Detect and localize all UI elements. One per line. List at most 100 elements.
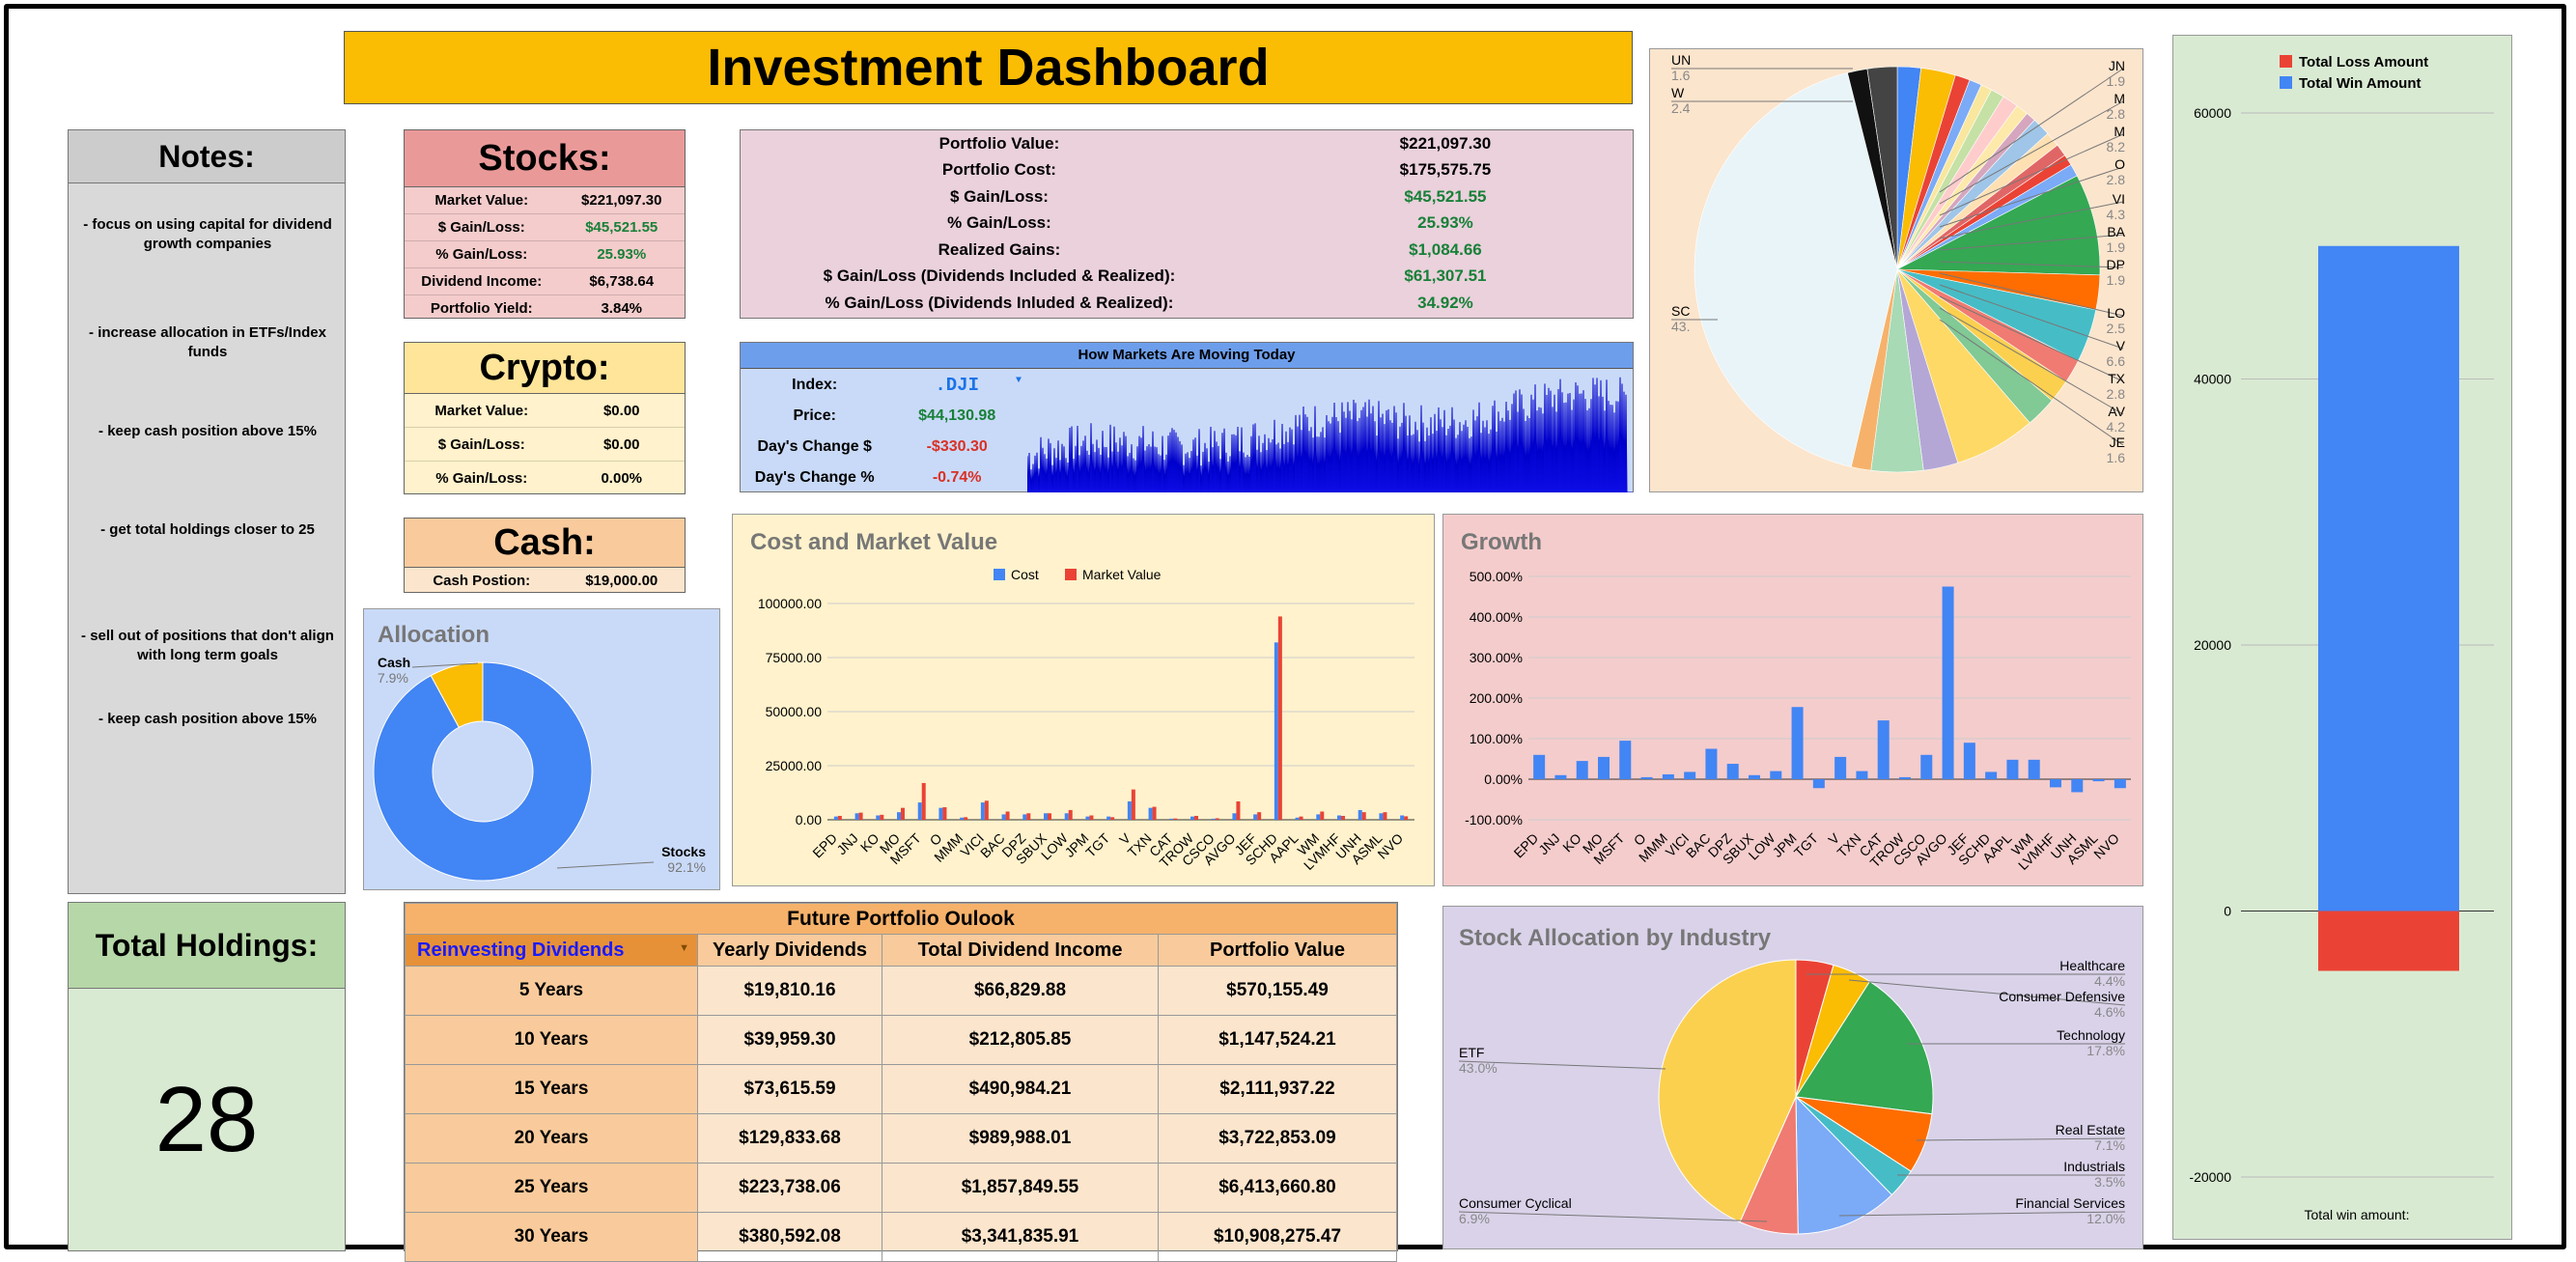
crypto-row: Market Value: $0.00 — [405, 394, 685, 428]
stocks-row: $ Gain/Loss: $45,521.55 — [405, 214, 685, 241]
bar — [1085, 816, 1090, 820]
leader-line — [556, 861, 655, 869]
y-tick-label: 100.00% — [1470, 731, 1523, 746]
bar — [1257, 812, 1262, 820]
slice-label: Real Estate — [2056, 1122, 2126, 1137]
dividend-mode-select[interactable]: Reinvesting Dividends ▼ — [405, 934, 698, 967]
bar — [1361, 812, 1366, 820]
bar — [1106, 816, 1111, 820]
slice-label: JE — [2110, 435, 2125, 450]
bar — [1619, 741, 1632, 779]
bar — [1194, 815, 1198, 820]
bar — [1770, 771, 1782, 779]
bar — [2114, 779, 2126, 789]
growth-chart: Growth 500.00% 400.00% 300.00% 200.00% 100.00… — [1461, 529, 2131, 873]
legend-swatch — [2280, 55, 2292, 68]
slice-value: 3.5% — [2094, 1174, 2125, 1190]
col-yearly-dividends: Yearly Dividends — [697, 934, 882, 967]
legend-swatch — [2280, 76, 2292, 89]
dropdown-arrow-icon: ▼ — [1015, 376, 1022, 386]
slice-label: Healthcare — [2059, 958, 2125, 973]
slice-label: SC — [1671, 303, 1690, 319]
leader-line — [1458, 1060, 1666, 1070]
slice-value: 1.9 — [2107, 73, 2126, 89]
y-tick-label: 0 — [2224, 904, 2231, 919]
slice-value: 4.6% — [2094, 1004, 2125, 1020]
bar — [1358, 809, 1362, 820]
bar — [2092, 779, 2105, 782]
slice-label: TX — [2108, 371, 2126, 386]
crypto-row: % Gain/Loss: 0.00% — [435, 469, 643, 487]
leader-line — [1916, 1137, 2126, 1141]
chart-title: Allocation — [378, 622, 490, 648]
slice-value: 43. — [1671, 319, 1690, 334]
bar — [2050, 779, 2061, 788]
slice-value: 8.2 — [2107, 139, 2126, 154]
bar — [1341, 815, 1345, 820]
leader-line — [1939, 319, 2124, 446]
bar — [1337, 815, 1341, 820]
bar — [1152, 806, 1157, 820]
table-row: 25 Years $223,738.06 $1,857,849.55 $6,413,6… — [405, 1163, 1397, 1213]
bar — [897, 812, 901, 820]
slice-value: 2.8 — [2107, 386, 2126, 402]
portfolio-summary: Portfolio Value: $221,097.30 Portfolio Co… — [740, 129, 1634, 319]
pie-slice — [1795, 1095, 1893, 1235]
portfolio-row: $ Gain/Loss (Dividends Included & Realiz… — [823, 266, 1487, 286]
bar — [901, 807, 905, 820]
slice-label: DP — [2107, 257, 2125, 272]
bar — [1834, 756, 1847, 779]
bar — [1400, 815, 1405, 820]
slice-value: 7.1% — [2094, 1137, 2125, 1153]
markets-panel: How Markets Are Moving Today Index: .DJI… — [740, 342, 1634, 492]
bar — [1533, 754, 1546, 779]
dropdown-arrow-icon: ▼ — [679, 942, 689, 954]
bar — [984, 800, 989, 820]
slice-label: ETF — [1459, 1045, 1484, 1060]
leader-line — [1939, 201, 2124, 239]
bar — [1299, 816, 1303, 820]
slice-label: Financial Services — [2015, 1195, 2125, 1211]
industry-chart: Stock Allocation by IndustryHealthcare4.… — [1458, 925, 2126, 1235]
bar — [1684, 771, 1696, 779]
bar — [858, 812, 863, 820]
legend-label: Cost — [1011, 567, 1039, 582]
leader-line — [1939, 68, 2124, 193]
slice-label: Industrials — [2063, 1159, 2125, 1174]
win-loss-panel: 60000 40000 20000 0 -20000 Total Loss Amount T… — [2172, 35, 2512, 1240]
bar — [1295, 817, 1300, 820]
slice-label: VI — [2113, 191, 2125, 207]
price-row: Price: $44,130.98 — [793, 407, 996, 424]
cost-market-panel: Cost and Market Value 0.00 25000.00 50000.0… — [732, 514, 1435, 886]
leader-line — [1939, 133, 2124, 216]
note-item: - keep cash position above 15% — [98, 711, 317, 727]
bar — [1554, 774, 1567, 779]
bar — [2071, 779, 2084, 793]
bar — [1127, 800, 1132, 820]
y-tick-label: 25000.00 — [766, 758, 823, 773]
bar — [1662, 773, 1674, 779]
x-tick-label: NVO — [2090, 830, 2122, 862]
portfolio-row: % Gain/Loss: 25.93% — [947, 213, 1473, 233]
pie-slice — [1895, 175, 2101, 276]
bar — [1705, 748, 1718, 779]
industry-panel: Stock Allocation by Industry Healthcare 4.… — [1442, 906, 2143, 1249]
bar — [1791, 707, 1804, 779]
total-holdings-panel: Total Holdings: 28 — [68, 902, 346, 1251]
slice-value: 2.8 — [2107, 106, 2126, 122]
bar — [1963, 743, 1975, 779]
index-select[interactable]: .DJI ▼ — [935, 375, 1022, 396]
note-item: - get total holdings closer to 25 — [100, 521, 315, 538]
intraday-sparkline — [1027, 369, 1633, 492]
stocks-row: Portfolio Yield: 3.84% — [430, 300, 643, 317]
slice-value: 1.6 — [1671, 68, 1691, 83]
slice-label: O — [2114, 156, 2125, 172]
bar — [980, 802, 985, 820]
bar — [1110, 817, 1115, 820]
index-row: Index: .DJI ▼ — [741, 370, 1025, 401]
bar — [2318, 245, 2459, 911]
bar — [1598, 756, 1610, 779]
leader-line — [1838, 1211, 2126, 1217]
slice-value: 1.6 — [2107, 450, 2126, 465]
